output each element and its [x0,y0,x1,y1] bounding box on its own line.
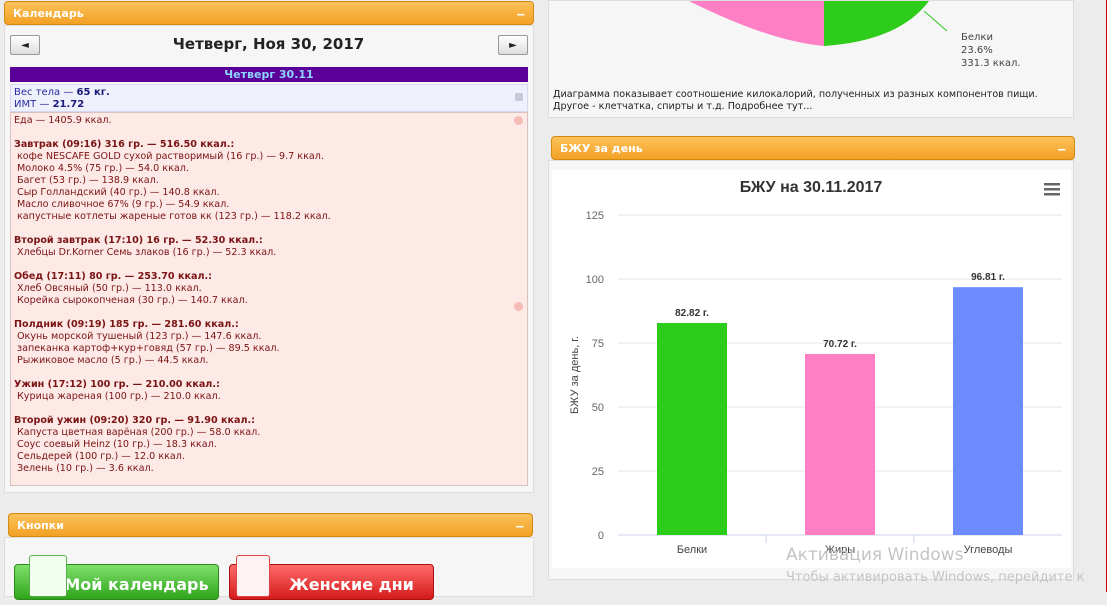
meal-title: Второй завтрак (17:10) 16 гр. — 52.30 кк… [14,235,263,246]
buttons-panel-header[interactable]: Кнопки ‒ [8,513,533,537]
weight-label: Вес тела — [14,87,77,98]
food-box[interactable]: Еда — 1405.9 ккал. Завтрак (09:16) 316 г… [10,112,528,486]
prev-day-button[interactable]: ◄ [10,35,40,55]
meal-item: Багет (53 гр.) — 138.9 ккал. [17,175,159,186]
next-day-button[interactable]: ► [498,35,528,55]
buttons-panel-title: Кнопки [17,519,64,532]
pie-leader-line [923,10,948,32]
pie-chart [689,1,948,46]
pie-slice-proteins[interactable] [824,1,929,46]
pie-legend-name: Белки [961,32,993,43]
x-tick-label: Белки [677,544,707,556]
heart-calendar-icon [236,555,270,597]
calendar-collapse-icon[interactable]: ‒ [516,7,525,21]
hamburger-menu-icon[interactable] [1044,183,1060,196]
y-axis-label: БЖУ за день, г. [569,336,581,414]
meal-item: Зелень (10 гр.) — 3.6 ккал. [17,463,154,474]
calendar-panel-title: Календарь [13,7,84,20]
my-calendar-label: Мой календарь [64,575,209,594]
data-label: 96.81 г. [971,272,1005,283]
weight-box[interactable]: Вес тела — 65 кг. ИМТ — 21.72 [10,84,528,112]
meal-item: Капуста цветная варёная (200 гр.) — 58.0… [17,427,261,438]
womens-days-button[interactable]: Женские дни [229,555,434,600]
bar-2[interactable] [953,287,1023,535]
x-tick-label: Жиры [825,544,855,556]
pie-legend-kcal: 331.3 ккал. [961,58,1021,69]
y-tick-label: 25 [592,466,604,478]
bju-panel-title: БЖУ за день [560,142,643,155]
y-tick-label: 125 [586,210,604,222]
pie-chart-panel: Белки 23.6% 331.3 ккал. Диаграмма показы… [548,0,1074,118]
pie-legend: Белки 23.6% 331.3 ккал. [961,31,1021,70]
my-calendar-button[interactable]: Мой календарь [14,555,219,600]
meal-title: Завтрак (09:16) 316 гр. — 516.50 ккал.: [14,139,235,150]
meal-title: Второй ужин (09:20) 320 гр. — 91.90 ккал… [14,415,255,426]
bju-chart-card: БЖУ на 30.11.2017 0 25 50 75 100 125 БЖУ за ден… [552,170,1071,568]
meals-list: Завтрак (09:16) 316 гр. — 516.50 ккал.: к… [14,139,524,475]
meal-item: Молоко 4.5% (75 гр.) — 54.0 ккал. [17,163,189,174]
calendar-panel-header[interactable]: Календарь ‒ [4,1,534,25]
womens-days-label: Женские дни [289,575,414,594]
meal-item: Сельдерей (100 гр.) — 12.0 ккал. [17,451,185,462]
lock-icon[interactable] [515,93,523,101]
meal-title: Обед (17:11) 80 гр. — 253.70 ккал.: [14,271,212,282]
bju-panel-header[interactable]: БЖУ за день ‒ [551,136,1075,160]
pie-caption-line1: Диаграмма показывает соотношение килокал… [553,89,1038,100]
right-column: Белки 23.6% 331.3 ккал. Диаграмма показы… [548,0,1080,592]
meal-title: Ужин (17:12) 100 гр. — 210.00 ккал.: [14,379,220,390]
meal-item: Курица жареная (100 гр.) — 210.0 ккал. [17,391,221,402]
meal-item: Масло сливочное 67% (9 гр.) — 54.9 ккал. [17,199,230,210]
meal-title: Полдник (09:19) 185 гр. — 281.60 ккал.: [14,319,239,330]
pie-caption-line2[interactable]: Другое - клетчатка, спирты и т.д. Подроб… [553,101,813,112]
bar-0[interactable] [657,322,727,535]
pie-slice-fats[interactable] [689,1,824,46]
weight-line: Вес тела — 65 кг. [14,87,524,99]
bju-collapse-icon[interactable]: ‒ [1057,142,1066,156]
left-column: Календарь ‒ ◄ Четверг, Ноя 30, 2017 ► Че… [0,0,537,600]
meal-item: Хлеб Овсяный (50 гр.) — 113.0 ккал. [17,283,202,294]
data-label: 70.72 г. [823,339,857,350]
data-label: 82.82 г. [675,308,709,319]
y-tick-label: 0 [598,530,604,542]
meal-item: Соус соевый Heinz (10 гр.) — 18.3 ккал. [17,439,217,450]
y-tick-label: 75 [592,338,604,350]
windows-activation-title: Активация Windows [786,545,964,565]
food-total: Еда — 1405.9 ккал. [14,115,112,126]
chart-title: БЖУ на 30.11.2017 [740,179,883,196]
weight-value: 65 кг. [76,87,110,98]
pie-legend-pct: 23.6% [961,45,993,56]
bmi-label: ИМТ — [14,99,53,110]
meal-item: Рыжиковое масло (5 гр.) — 44.5 ккал. [17,355,209,366]
meal-item: Сыр Голландский (40 гр.) — 140.8 ккал. [17,187,220,198]
pie-caption: Диаграмма показывает соотношение килокал… [553,89,1038,113]
y-tick-label: 100 [586,274,604,286]
meal-item: запеканка картоф+кур+говяд (57 гр.) — 89… [17,343,280,354]
windows-activation-text: Чтобы активировать Windows, перейдите к [786,570,1085,585]
meal-item: Корейка сырокопченая (30 гр.) — 140.7 кк… [17,295,248,306]
y-tick-label: 50 [592,402,604,414]
calendar-date-title: Четверг, Ноя 30, 2017 [172,35,365,53]
bmi-value: 21.72 [52,99,85,110]
bar-1[interactable] [805,353,875,535]
day-header: Четверг 30.11 [10,67,528,82]
meal-item: Окунь морской тушеный (123 гр.) — 147.6 … [17,331,262,342]
bju-bar-chart: БЖУ на 30.11.2017 0 25 50 75 100 125 БЖУ за ден… [569,179,1062,556]
calendar-icon [29,555,67,597]
x-tick-label: Углеводы [964,544,1013,556]
apple-icon[interactable] [514,116,523,125]
meal-item: Хлебцы Dr.Korner Семь злаков (16 гр.) — … [17,247,277,258]
buttons-collapse-icon[interactable]: ‒ [515,519,524,533]
meal-item: капустные котлеты жареные готов кк (123 … [17,211,331,222]
bmi-line: ИМТ — 21.72 [14,99,524,111]
meal-item: кофе NESCAFE GOLD сухой растворимый (16 … [17,151,324,162]
apple-icon-2[interactable] [514,302,523,311]
